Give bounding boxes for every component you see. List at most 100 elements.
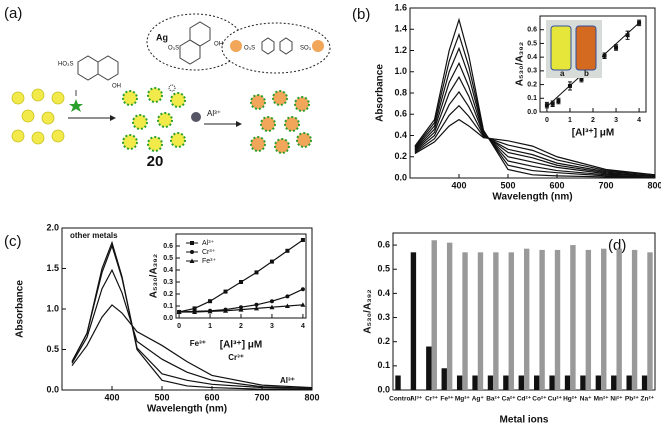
y-tick-label: 0.3: [527, 68, 537, 75]
marker: [300, 238, 305, 242]
x-tick-label: 600: [549, 180, 564, 190]
vial-label: a: [560, 69, 565, 78]
molecule-label: O₃S: [168, 46, 179, 52]
y-tick-label: 0.4: [394, 130, 407, 140]
bar: [524, 248, 530, 390]
y-tick-label: 0.4: [163, 267, 173, 274]
bar: [508, 252, 514, 390]
bar: [585, 249, 592, 390]
point: [550, 101, 555, 106]
y-tick-label: 1.6: [394, 2, 407, 12]
point: [567, 83, 572, 88]
x-tick-label: Cd²⁺: [517, 396, 532, 403]
schematic: (a) HO₃S OH 20 Ag O₃S OH Al³: [4, 5, 331, 170]
y-tick-label: 0.1: [527, 95, 537, 102]
ag-label: Ag: [156, 32, 168, 42]
bar: [616, 248, 622, 390]
x-tick-label: Ba²⁺: [486, 396, 500, 403]
y-tick-label: 0.1: [377, 360, 390, 370]
bar: [503, 375, 509, 390]
ion: [191, 112, 201, 122]
bar: [462, 252, 468, 390]
y-tick-label: 1.0: [46, 303, 59, 313]
marker: [300, 287, 305, 292]
bar: [595, 375, 602, 390]
legend-label: Al³⁺: [202, 240, 215, 247]
arrow-head: [236, 121, 242, 127]
label-20: 20: [147, 153, 164, 170]
marker: [254, 302, 259, 307]
y-tick-label: 0.2: [394, 151, 407, 161]
arrow-head: [110, 115, 116, 121]
x-tick-label: Cu²⁺: [548, 396, 563, 403]
marker: [269, 259, 274, 264]
series-line: [71, 268, 313, 389]
point: [637, 20, 642, 25]
y-tick-label: 0.5: [527, 40, 537, 47]
legend-label: Fe³⁺: [202, 258, 217, 265]
y-tick-label: 0.5: [163, 255, 173, 262]
y-tick-label: 0.0: [527, 109, 537, 116]
y-tick-label: 0.6: [527, 27, 537, 34]
bar: [441, 368, 447, 390]
point: [614, 45, 619, 50]
marker: [285, 294, 290, 299]
plot-frame: [175, 233, 307, 319]
y-tick-label: 0.4: [377, 288, 390, 298]
y-tick-label: 0.8: [394, 87, 407, 97]
point: [556, 99, 561, 104]
x-axis-label: [Al³⁺] μM: [220, 340, 263, 351]
y-tick-label: 0.1: [163, 303, 173, 310]
y-tick-label: 0.3: [377, 312, 390, 322]
y-tick-label: 1.2: [394, 45, 407, 55]
vial: [550, 25, 572, 71]
marker: [254, 270, 259, 275]
x-tick-label: Control: [389, 396, 412, 403]
marker: [223, 308, 229, 313]
x-tick-label: 400: [104, 392, 119, 402]
x-tick-label: Co²⁺: [532, 396, 547, 403]
marker: [300, 302, 306, 307]
bar: [549, 375, 555, 390]
bar: [456, 375, 463, 390]
marker: [253, 305, 259, 311]
x-tick-label: 800: [647, 180, 661, 190]
x-tick-label: Fe³⁺: [440, 396, 454, 403]
vial-label: b: [584, 69, 589, 78]
bar: [647, 252, 653, 390]
coated-particles: [122, 87, 186, 152]
molecule: [179, 39, 201, 65]
panel-label: (c): [4, 233, 22, 250]
x-tick-label: 700: [598, 180, 613, 190]
molecule-label: OH: [214, 42, 223, 48]
molecule-label: OH: [112, 84, 121, 90]
x-tick-label: 500: [154, 392, 169, 402]
y-tick-label: 0.2: [527, 81, 537, 88]
molecule: [261, 37, 275, 55]
bar: [395, 375, 401, 390]
bar: [626, 375, 632, 390]
y-axis-label: A₅₃₀/A₃₉₂: [363, 289, 374, 334]
x-tick-label: 500: [500, 180, 515, 190]
legend-marker: [190, 250, 194, 254]
bar: [631, 249, 638, 390]
y-tick-label: 1.5: [46, 263, 59, 273]
legend-label: Cr³⁺: [202, 249, 216, 256]
bar: [487, 375, 494, 390]
molecule-label: HO₃S: [58, 62, 73, 68]
marker: [207, 308, 213, 314]
marker: [192, 306, 197, 311]
vial: [575, 25, 597, 71]
x-tick-label: Ag⁺: [472, 396, 485, 403]
bar: [426, 346, 432, 390]
bar: [564, 375, 571, 390]
panel-label: (b): [352, 6, 370, 23]
y-tick-label: 0.4: [527, 54, 537, 61]
series-line: [71, 304, 313, 389]
aggregated-particles: [250, 90, 312, 154]
y-tick-label: 1.4: [394, 24, 407, 34]
series-line: [414, 104, 656, 176]
y-tick-label: 1.0: [394, 66, 407, 76]
bar: [493, 252, 499, 390]
